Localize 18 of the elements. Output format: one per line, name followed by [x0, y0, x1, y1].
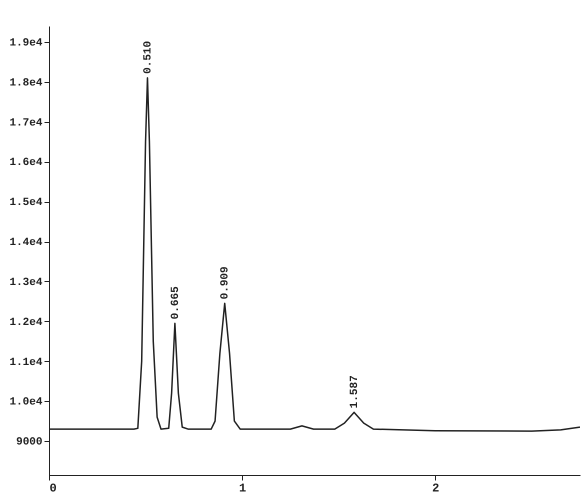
y-tick-label: 1.6e4 [9, 157, 43, 170]
annotation: 0.909 [220, 266, 232, 300]
x-tick-label: 1 [238, 482, 246, 496]
y-tick-label: 1.2e4 [9, 316, 43, 329]
y-tick-label: 1.4e4 [9, 237, 43, 250]
y-tick-label: 1.1e4 [9, 356, 43, 369]
x-tick-label: 2 [432, 482, 440, 496]
x-tick-label: 0 [50, 482, 57, 496]
annotation: 0.665 [170, 286, 182, 320]
annotation: 0.510 [142, 40, 154, 74]
y-tick-label: 1.0e4 [9, 396, 43, 409]
y-tick-label: 1.7e4 [9, 117, 43, 130]
y-tick-label: 1.9e4 [9, 37, 43, 50]
y-tick-label: 1.3e4 [9, 276, 43, 289]
y-tick-label: 1.5e4 [9, 197, 43, 210]
y-tick-label: 9000 [16, 436, 42, 449]
y-tick-label: 1.8e4 [9, 77, 43, 90]
annotation: 1.587 [349, 375, 362, 408]
